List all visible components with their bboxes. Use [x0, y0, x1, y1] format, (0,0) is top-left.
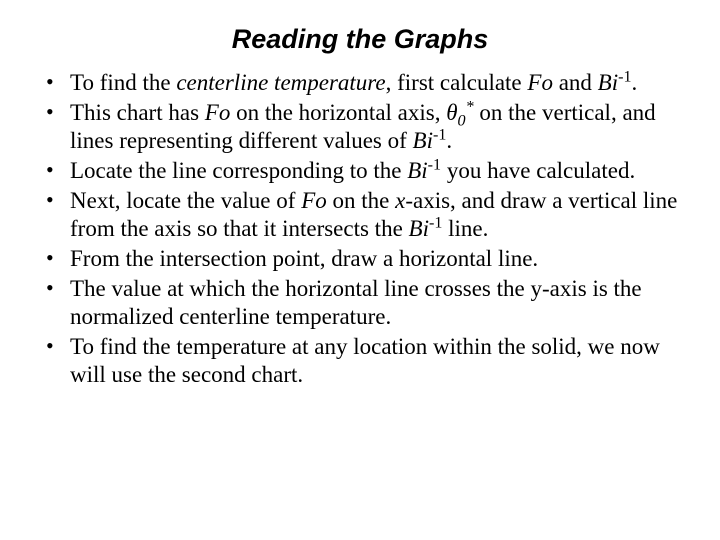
superscript: -1: [429, 215, 442, 232]
text-italic: Fo: [205, 100, 231, 125]
subscript: 0: [458, 113, 466, 130]
list-item: Next, locate the value of Fo on the x-ax…: [40, 187, 684, 243]
text: on the horizontal axis,: [230, 100, 446, 125]
superscript: -1: [428, 156, 441, 173]
superscript: -1: [433, 126, 446, 143]
text: , first calculate: [386, 70, 528, 95]
text-italic: Fo: [527, 70, 553, 95]
text-italic: Bi: [598, 70, 618, 95]
list-item: To find the centerline temperature, firs…: [40, 69, 684, 97]
slide: Reading the Graphs To find the centerlin…: [0, 0, 720, 540]
text-italic: Bi: [413, 128, 433, 153]
text: The value at which the horizontal line c…: [70, 276, 642, 329]
superscript: *: [466, 98, 474, 115]
text: To find the temperature at any location …: [70, 334, 660, 387]
text: From the intersection point, draw a hori…: [70, 246, 538, 271]
list-item: Locate the line corresponding to the Bi-…: [40, 157, 684, 185]
text-italic: centerline temperature: [176, 70, 385, 95]
text: This chart has: [70, 100, 205, 125]
text: you have calculated.: [441, 158, 635, 183]
text-italic: Bi: [407, 158, 427, 183]
text: line.: [442, 216, 488, 241]
text-italic: θ: [446, 100, 457, 125]
text-italic: Fo: [301, 188, 327, 213]
list-item: From the intersection point, draw a hori…: [40, 245, 684, 273]
list-item: This chart has Fo on the horizontal axis…: [40, 99, 684, 155]
text: Next, locate the value of: [70, 188, 301, 213]
slide-title: Reading the Graphs: [36, 24, 684, 55]
list-item: The value at which the horizontal line c…: [40, 275, 684, 331]
text-italic: Bi: [409, 216, 429, 241]
text: .: [446, 128, 452, 153]
superscript: -1: [618, 68, 631, 85]
text: To find the: [70, 70, 176, 95]
bullet-list: To find the centerline temperature, firs…: [36, 69, 684, 390]
text: Locate the line corresponding to the: [70, 158, 407, 183]
text-italic: x: [395, 188, 405, 213]
text: and: [553, 70, 598, 95]
text: .: [632, 70, 638, 95]
list-item: To find the temperature at any location …: [40, 333, 684, 389]
text: on the: [327, 188, 395, 213]
